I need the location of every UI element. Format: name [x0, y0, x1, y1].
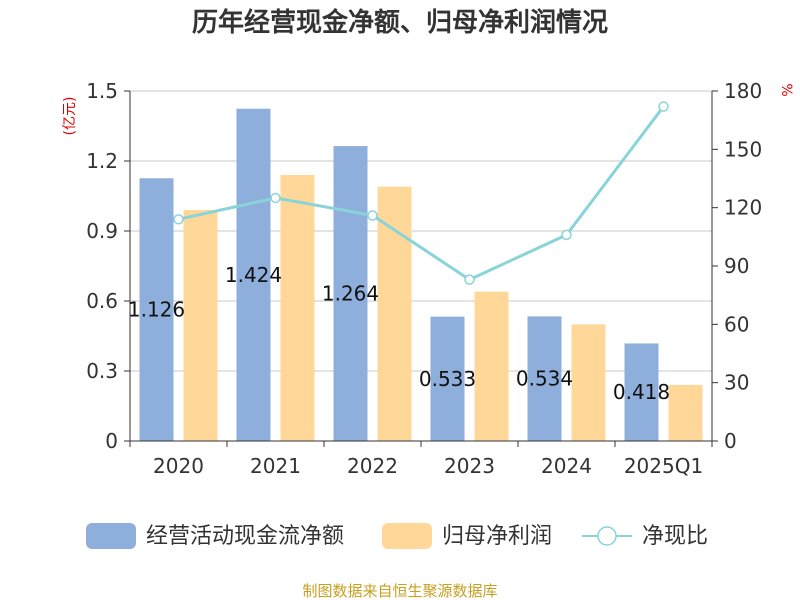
- left-tick-label: 0.9: [86, 219, 118, 243]
- data-label: 0.418: [613, 380, 670, 404]
- chart-title: 历年经营现金净额、归母净利润情况: [192, 7, 608, 38]
- data-label: 1.126: [128, 298, 185, 322]
- bar: [333, 146, 368, 442]
- right-tick-label: 30: [724, 371, 749, 395]
- x-tick-label: 2020: [153, 454, 204, 478]
- right-tick-label: 120: [724, 196, 762, 220]
- bar: [624, 343, 659, 441]
- line-point: [561, 229, 572, 241]
- legend-swatch: [382, 523, 432, 549]
- legend: 经营活动现金流净额 归母净利润 净现比: [86, 523, 708, 549]
- data-label: 1.264: [322, 282, 379, 306]
- line-point: [464, 274, 475, 285]
- legend-marker: [597, 526, 617, 546]
- line-point: [367, 210, 378, 221]
- x-tick-label: 2023: [444, 454, 495, 478]
- bar: [183, 210, 218, 441]
- left-tick-label: 1.5: [86, 79, 118, 103]
- bar: [236, 108, 271, 441]
- bar: [527, 316, 562, 441]
- left-tick-label: 0.3: [86, 359, 118, 383]
- right-tick-label: 90: [724, 254, 749, 278]
- bar: [571, 324, 606, 441]
- legend-label: 归母净利润: [442, 524, 552, 549]
- data-label: 0.534: [516, 367, 573, 391]
- bar: [139, 178, 174, 441]
- left-axis-unit: (亿元): [62, 97, 78, 136]
- legend-swatch: [86, 523, 136, 549]
- bar: [668, 385, 703, 441]
- right-axis-unit: %: [778, 83, 794, 96]
- right-tick-label: 0: [724, 429, 737, 453]
- bar: [474, 291, 509, 441]
- line-point: [173, 214, 184, 225]
- right-tick-label: 180: [724, 79, 762, 103]
- line-series: [173, 101, 669, 285]
- left-tick-label: 0: [105, 429, 118, 453]
- legend-label: 经营活动现金流净额: [146, 524, 344, 549]
- legend-label: 净现比: [642, 524, 708, 549]
- line-point: [270, 192, 281, 204]
- x-tick-label: 2021: [250, 454, 301, 478]
- right-tick-label: 60: [724, 312, 749, 336]
- x-tick-label: 2025Q1: [624, 454, 703, 478]
- x-tick-label: 2022: [347, 454, 398, 478]
- source-note: 制图数据来自恒生聚源数据库: [302, 582, 497, 600]
- gridlines: [130, 90, 712, 372]
- axes: 0 0.3 0.6 0.9 1.2 1.5 0 30 60 90 120 150 180 2020 2021…: [86, 79, 762, 478]
- data-label: 1.424: [225, 263, 282, 287]
- bar: [377, 186, 412, 441]
- bar: [280, 175, 315, 441]
- left-tick-label: 0.6: [86, 289, 118, 313]
- data-labels: 1.126 1.424 1.264 0.533 0.534 0.418: [128, 263, 670, 404]
- data-label: 0.533: [419, 367, 476, 391]
- bar-series: [139, 108, 703, 442]
- line-point: [658, 101, 669, 112]
- left-tick-label: 1.2: [86, 149, 118, 173]
- right-tick-label: 150: [724, 137, 762, 161]
- line-path: [178, 105, 665, 282]
- x-tick-label: 2024: [541, 454, 592, 478]
- bar: [430, 316, 465, 441]
